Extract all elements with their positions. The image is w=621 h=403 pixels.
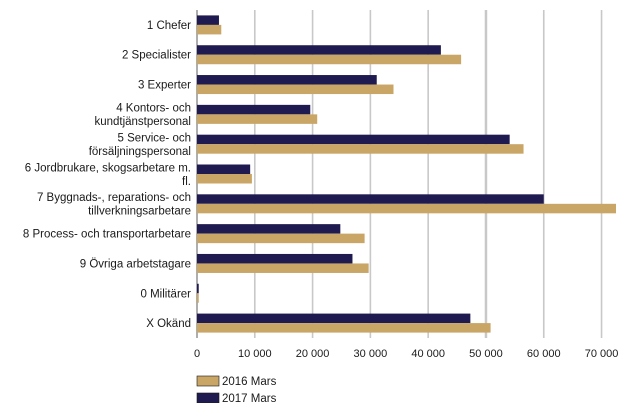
legend-swatch (196, 392, 220, 403)
legend-label: 2017 Mars (222, 393, 277, 403)
category-label: 4 Kontors- och (116, 103, 191, 115)
bar-2017-mars (197, 45, 441, 55)
category-label: 5 Service- och (117, 132, 191, 144)
legend: 2016 Mars 2017 Mars (196, 375, 277, 403)
bar-2016-mars (197, 263, 369, 273)
x-tick-label: 40 000 (411, 348, 445, 360)
category-label: 3 Experter (138, 80, 191, 92)
gridlines (196, 10, 603, 338)
bar-2016-mars (197, 293, 199, 303)
x-tick-label: 10 000 (238, 348, 272, 360)
category-label: 6 Jordbrukare, skogsarbetare m. (25, 162, 191, 174)
bar-2016-mars (197, 233, 365, 244)
x-tick-label: 70 000 (585, 348, 619, 360)
bars (197, 15, 616, 333)
bar-2017-mars (197, 253, 353, 264)
bar-2017-mars (197, 104, 311, 115)
bar-2017-mars (197, 15, 219, 25)
bar-2016-mars (197, 54, 462, 65)
x-tick-label: 50 000 (469, 348, 503, 360)
category-label: 2 Specialister (122, 50, 191, 62)
bar-2016-mars (197, 24, 222, 35)
category-labels: 1 Chefer 2 Specialister 3 Experter 4 Kontor… (23, 20, 191, 330)
category-label: tillverkningsarbetare (88, 206, 191, 218)
x-tick-labels: 0 10 000 20 000 30 000 40 000 50 000 60 000 70 … (194, 348, 618, 360)
bar-2016-mars (197, 323, 491, 333)
bar-2017-mars (197, 224, 341, 234)
legend-label: 2016 Mars (222, 376, 277, 388)
x-tick-label: 0 (194, 348, 200, 360)
bar-2016-mars (197, 144, 524, 154)
bar-2016-mars (197, 114, 318, 124)
category-label: 8 Process- och transportarbetare (23, 229, 191, 241)
category-label: fl. (182, 176, 191, 188)
category-label: 0 Militärer (141, 288, 192, 300)
category-label: 1 Chefer (147, 20, 191, 32)
x-tick-label: 20 000 (296, 348, 330, 360)
bar-2017-mars (197, 75, 377, 85)
bar-2017-mars (197, 313, 471, 324)
bar-2016-mars (197, 203, 616, 214)
bar-2017-mars (197, 283, 199, 294)
category-label: försäljningspersonal (89, 146, 191, 158)
bar-2016-mars (197, 84, 394, 95)
legend-swatch (196, 375, 220, 387)
bar-2017-mars (197, 134, 510, 145)
x-tick-label: 60 000 (527, 348, 561, 360)
category-label: X Okänd (146, 318, 191, 330)
bar-2017-mars (197, 164, 251, 174)
category-label: 7 Byggnads-, reparations- och (37, 192, 191, 204)
category-label: kundtjänstpersonal (94, 116, 191, 128)
category-label: 9 Övriga arbetstagare (80, 258, 191, 270)
x-tick-label: 30 000 (354, 348, 388, 360)
bar-2017-mars (197, 194, 544, 204)
bar-2016-mars (197, 174, 252, 184)
